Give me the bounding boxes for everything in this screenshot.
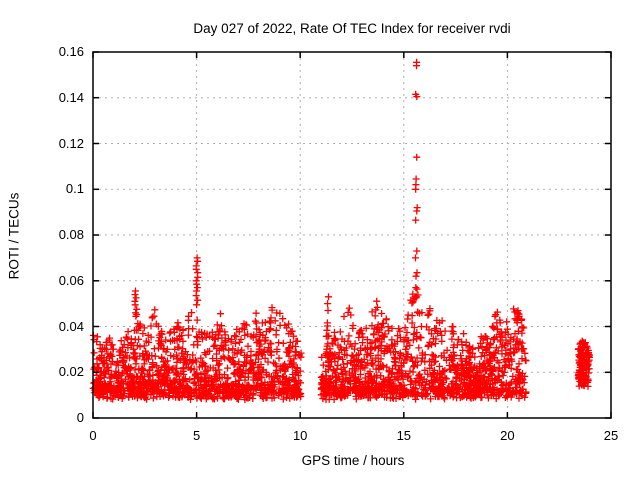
- y-tick-label: 0.12: [58, 135, 84, 151]
- x-tick-label: 20: [500, 428, 515, 443]
- y-tick-label: 0.08: [58, 227, 84, 242]
- x-tick-label: 25: [603, 428, 619, 443]
- chart-title: Day 027 of 2022, Rate Of TEC Index for r…: [193, 21, 511, 36]
- x-axis-label: GPS time / hours: [301, 453, 405, 468]
- x-tick-label: 0: [89, 428, 97, 443]
- x-tick-label: 10: [292, 428, 308, 443]
- y-tick-label: 0: [76, 410, 84, 425]
- y-tick-label: 0.04: [58, 318, 84, 334]
- y-tick-label: 0.06: [58, 272, 84, 288]
- x-tick-label: 5: [192, 428, 201, 443]
- y-tick-label: 0.02: [58, 364, 84, 380]
- y-tick-label: 0.1: [65, 181, 84, 197]
- y-tick-label: 0.16: [58, 44, 84, 59]
- scatter-points: [89, 58, 593, 404]
- y-tick-label: 0.14: [58, 89, 84, 105]
- x-tick-label: 15: [396, 428, 412, 443]
